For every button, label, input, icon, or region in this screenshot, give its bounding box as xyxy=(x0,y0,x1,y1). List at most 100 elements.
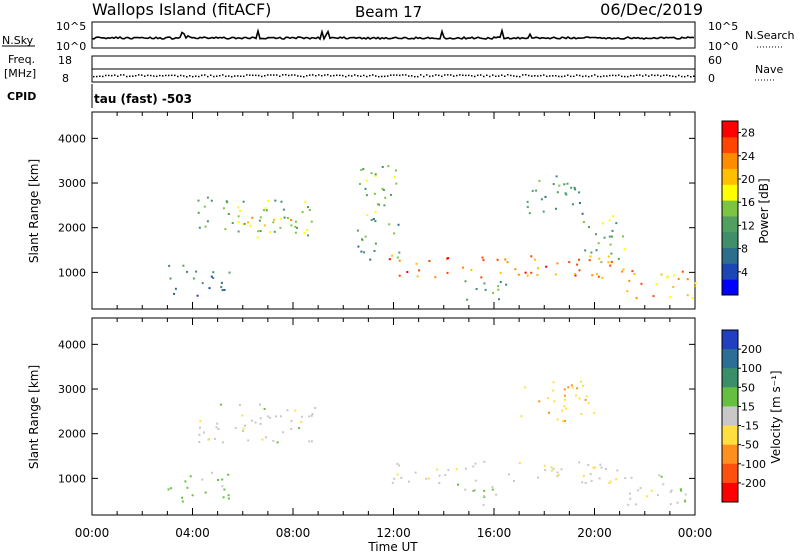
echo-cell xyxy=(578,269,581,272)
echo-cell xyxy=(259,403,261,406)
echo-cell xyxy=(243,222,246,225)
freq-dot xyxy=(291,74,293,76)
echo-cell xyxy=(234,426,237,429)
echo-cell xyxy=(314,407,317,409)
colorbar-frame xyxy=(721,120,739,296)
echo-cell xyxy=(554,273,557,276)
echo-cell xyxy=(416,275,419,278)
echo-cell xyxy=(217,479,220,481)
freq-dot xyxy=(525,74,527,76)
echo-cell xyxy=(197,211,200,214)
echo-cell xyxy=(645,495,648,498)
freq-dot xyxy=(621,75,623,78)
velocity-yticks: 1000 2000 3000 4000 xyxy=(58,338,695,485)
echo-cell xyxy=(684,500,687,503)
echo-cell xyxy=(491,485,494,488)
echo-cell xyxy=(605,468,607,470)
echo-cell xyxy=(552,381,555,384)
echo-cell xyxy=(609,243,612,246)
echo-cell xyxy=(635,297,638,300)
freq-dot xyxy=(567,74,569,76)
echo-cell xyxy=(578,461,581,464)
echo-cell xyxy=(227,497,230,500)
echo-cell xyxy=(213,437,216,440)
echo-cell xyxy=(499,271,502,274)
echo-cell xyxy=(480,276,483,279)
freq-dot xyxy=(651,74,653,76)
echo-cell xyxy=(600,261,603,264)
echo-cell xyxy=(495,493,498,496)
colorbar-tick-label: -50 xyxy=(741,439,759,452)
echo-cell xyxy=(388,223,391,226)
echo-cell xyxy=(231,222,234,224)
freq-dot xyxy=(174,74,176,77)
echo-cell xyxy=(369,258,372,261)
echo-cell xyxy=(563,405,566,408)
echo-cell xyxy=(556,471,559,474)
echo-cell xyxy=(265,209,268,212)
freq-dot xyxy=(369,74,371,77)
colorbar-tick-label: 8 xyxy=(741,243,748,256)
echo-cell xyxy=(206,196,209,199)
freq-dot xyxy=(249,74,251,76)
freq-dot xyxy=(222,74,224,76)
freq-dot xyxy=(330,75,332,77)
echo-cell xyxy=(259,230,262,232)
echo-cell xyxy=(474,479,477,482)
echo-cell xyxy=(540,198,543,201)
power-colorbar: 4 8 12 16 20 24 28 xyxy=(721,120,755,296)
freq-dot xyxy=(462,74,464,76)
echo-cell xyxy=(201,478,204,481)
freq-dot xyxy=(399,74,401,77)
echo-cell xyxy=(578,191,581,194)
freq-dot xyxy=(477,74,479,76)
echo-cell xyxy=(388,258,391,261)
y-tick-label: 3000 xyxy=(58,177,86,190)
echo-cell xyxy=(629,497,632,500)
echo-cell xyxy=(374,173,377,176)
freq-dot xyxy=(534,75,536,77)
echo-cell xyxy=(546,397,549,400)
echo-cell xyxy=(298,427,301,430)
freq-dot xyxy=(183,75,185,77)
freq-dot xyxy=(237,75,239,77)
freq-dot xyxy=(168,74,170,77)
echo-cell xyxy=(585,395,588,398)
x-tick-label: 00:00 xyxy=(678,526,713,540)
echo-cell xyxy=(528,212,531,215)
echo-cell xyxy=(491,488,494,491)
freq-dot xyxy=(375,75,377,77)
freq-dot xyxy=(516,75,518,78)
echo-cell xyxy=(210,275,213,278)
echo-cell xyxy=(483,489,486,492)
echo-cell xyxy=(611,235,613,238)
echo-cell xyxy=(219,403,222,406)
echo-cell xyxy=(575,394,578,397)
echo-cell xyxy=(474,489,476,492)
colorbar-tick-label: 16 xyxy=(741,196,755,209)
freq-dot xyxy=(96,75,98,78)
echo-cell xyxy=(308,415,311,418)
echo-cell xyxy=(626,290,629,293)
freq-dot xyxy=(564,75,566,77)
nave-label: Nave xyxy=(755,63,783,76)
echo-cell xyxy=(242,200,245,203)
freq-dot xyxy=(390,74,392,76)
echo-cell xyxy=(168,264,171,267)
echo-cell xyxy=(474,462,477,465)
echo-cell xyxy=(584,482,587,484)
echo-cell xyxy=(398,251,401,254)
freq-dot xyxy=(162,75,164,77)
echo-cell xyxy=(365,194,368,197)
echo-cell xyxy=(397,223,400,226)
freq-dot xyxy=(504,75,506,77)
freq-dot xyxy=(474,75,476,78)
echo-cell xyxy=(169,487,172,490)
freq-dot xyxy=(402,74,404,76)
freq-dot xyxy=(351,75,353,77)
freq-dot xyxy=(522,74,524,76)
freq-dot xyxy=(336,74,338,76)
echo-cell xyxy=(258,219,261,222)
echo-cell xyxy=(622,268,625,271)
echo-cell xyxy=(518,462,521,465)
